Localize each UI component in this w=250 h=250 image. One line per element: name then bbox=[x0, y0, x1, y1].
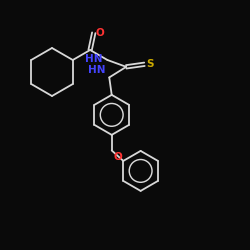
Text: HN: HN bbox=[85, 54, 102, 64]
Text: O: O bbox=[114, 152, 122, 162]
Text: S: S bbox=[146, 59, 154, 69]
Text: O: O bbox=[96, 28, 104, 38]
Text: HN: HN bbox=[88, 66, 105, 76]
